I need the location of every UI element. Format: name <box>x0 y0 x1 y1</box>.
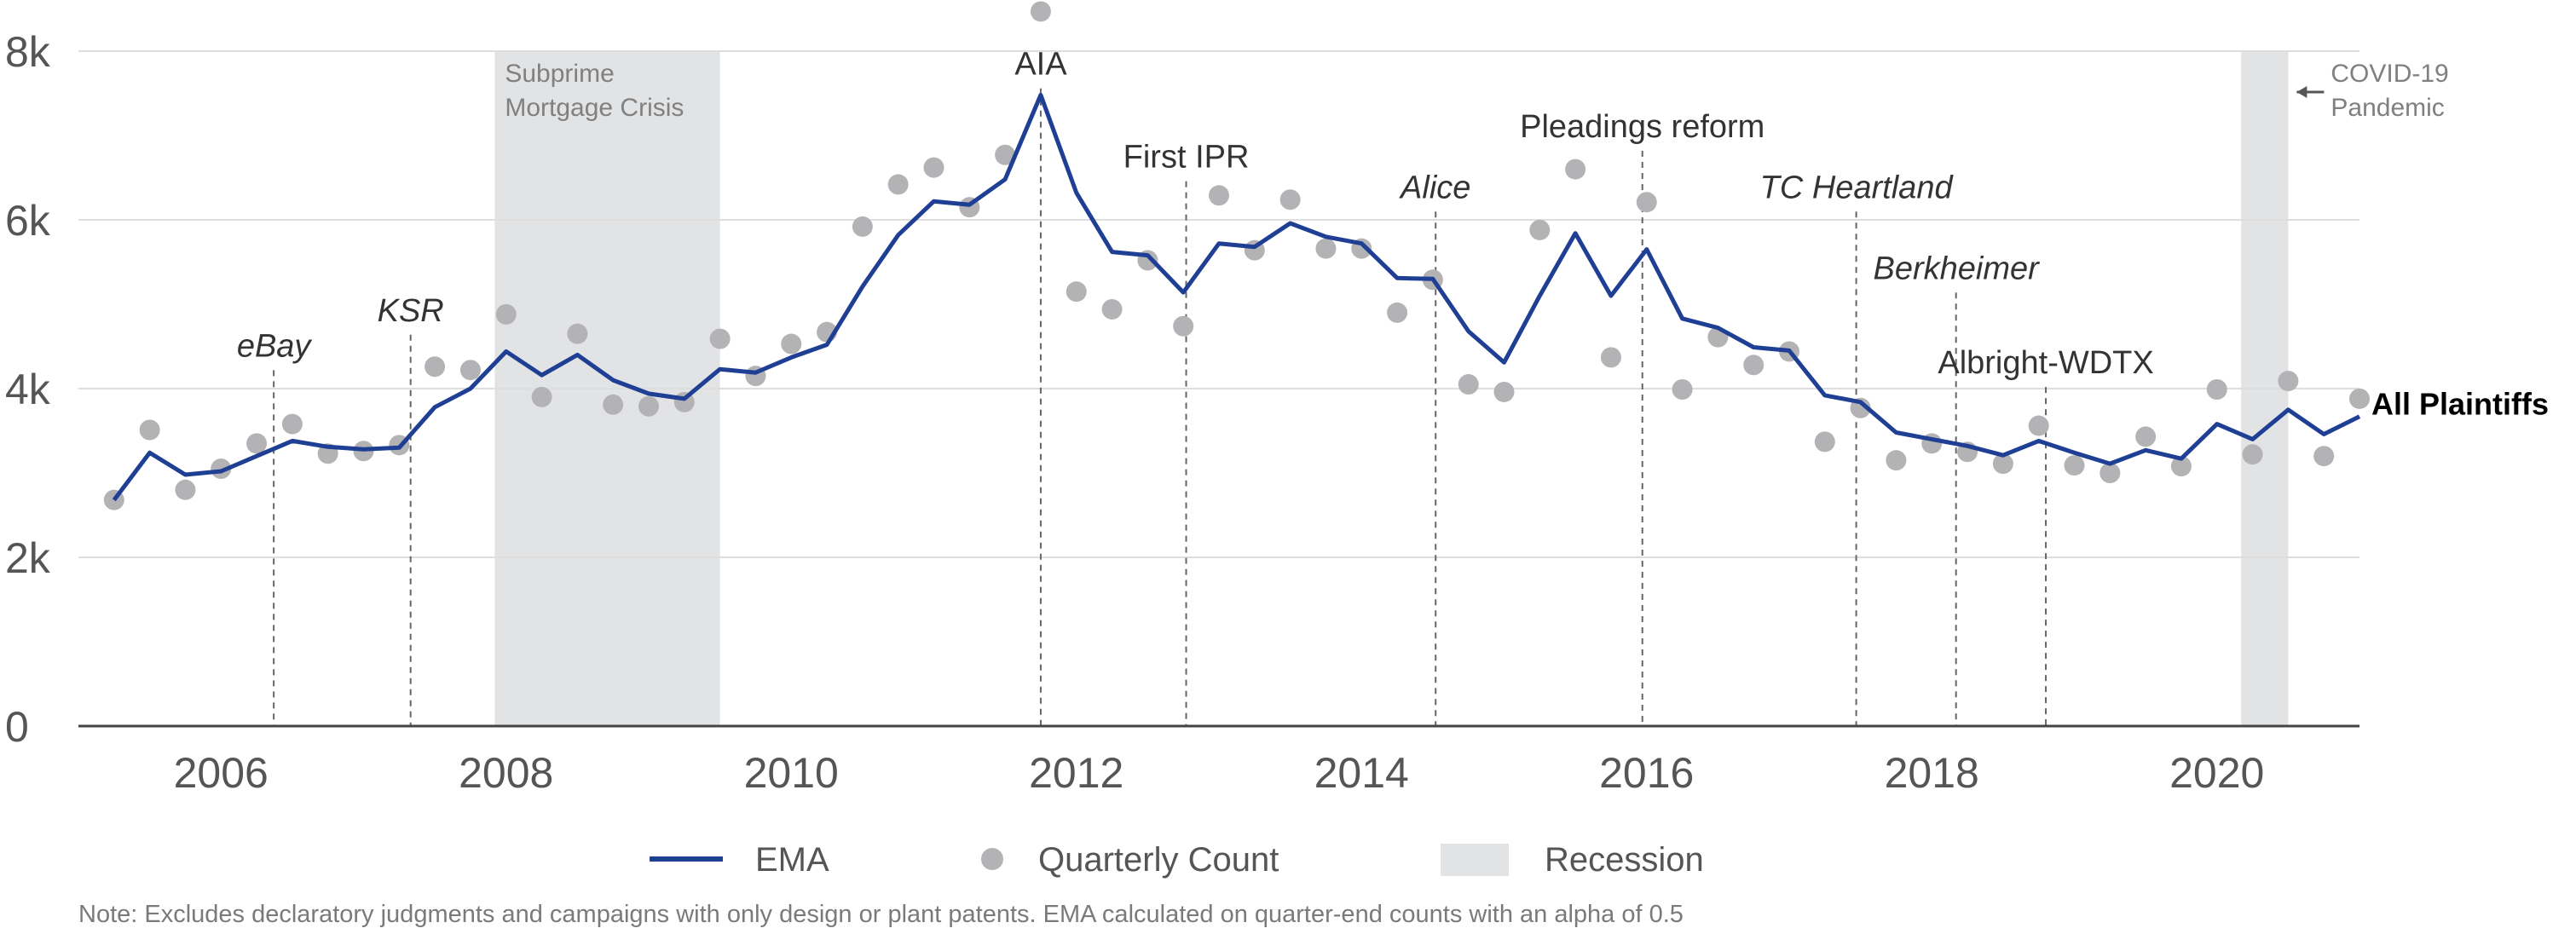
recession-label: COVID-19 <box>2331 60 2448 88</box>
axes: 0 2k 4k 6k 8k 2006 2008 2010 2012 2014 2016 2018 202… <box>5 28 2359 797</box>
quarterly-count-point <box>567 323 588 344</box>
quarterly-count-point <box>2064 455 2085 476</box>
quarterly-count-point <box>1279 189 1301 210</box>
event-label: TC Heartland <box>1760 170 1955 205</box>
quarterly-count-point <box>1173 315 1194 337</box>
quarterly-count-point <box>995 144 1016 165</box>
event-label: Pleadings reform <box>1520 109 1765 145</box>
quarterly-count-point <box>531 386 552 407</box>
quarterly-count-point <box>1387 302 1408 323</box>
quarterly-count-point <box>638 395 659 417</box>
quarterly-count-point <box>1565 159 1586 180</box>
y-tick-label: 4k <box>5 366 51 413</box>
quarterly-count-point <box>2242 444 2263 465</box>
quarterly-count-point <box>2099 463 2121 483</box>
ema-line-path <box>112 93 2361 502</box>
quarterly-count-point <box>1814 431 1835 453</box>
x-tick-label: 2006 <box>174 749 269 797</box>
quarterly-count-point <box>852 216 873 237</box>
quarterly-count-point <box>459 360 481 381</box>
y-tick-label: 6k <box>5 197 51 245</box>
y-tick-label: 2k <box>5 534 51 582</box>
quarterly-count-point <box>1030 1 1051 22</box>
legend-recession-swatch <box>1441 844 1509 876</box>
quarterly-count-point <box>603 394 624 415</box>
y-tick-label: 0 <box>5 703 29 751</box>
legend: EMA Quarterly Count Recession <box>650 841 1704 879</box>
event-label: First IPR <box>1123 140 1250 176</box>
quarterly-count-point <box>1672 378 1693 400</box>
event-label: eBay <box>237 328 313 364</box>
y-tick-label: 8k <box>5 28 51 76</box>
legend-recession-label: Recession <box>1545 841 1704 879</box>
x-tick-label: 2008 <box>459 749 553 797</box>
event-label: Alice <box>1399 170 1470 205</box>
event-label: Albright-WDTX <box>1938 345 2153 381</box>
quarterly-count-point <box>709 328 731 349</box>
quarterly-count-point <box>1315 238 1337 259</box>
recession-label: Pandemic <box>2331 94 2444 122</box>
quarterly-count-point <box>1743 355 1765 376</box>
quarterly-count-point <box>2313 446 2335 467</box>
quarterly-count-point <box>2349 388 2370 409</box>
quarterly-count-point <box>139 419 160 441</box>
ema-line <box>112 93 2361 502</box>
quarterly-count-point <box>1209 185 1229 206</box>
quarterly-count-point <box>887 174 909 195</box>
quarterly-count-point <box>1066 281 1087 303</box>
quarterly-count-point <box>1529 219 1551 240</box>
x-tick-label: 2020 <box>2169 749 2264 797</box>
quarterly-count-point <box>781 333 802 355</box>
quarterly-count-point <box>1600 347 1621 368</box>
quarterly-count-point <box>2135 426 2157 447</box>
quarterly-count-point <box>2170 456 2192 477</box>
quarterly-count-point <box>2278 371 2299 392</box>
legend-count-label: Quarterly Count <box>1038 841 1279 879</box>
quarterly-count-point <box>425 356 446 378</box>
quarterly-count-point <box>246 433 268 454</box>
quarterly-count-point <box>1886 450 1907 471</box>
recession-label: Mortgage Crisis <box>505 94 684 122</box>
series-end-label: All Plaintiffs <box>2371 387 2549 422</box>
quarterly-count-point <box>1458 374 1479 395</box>
x-tick-label: 2016 <box>1599 749 1694 797</box>
quarterly-count-point <box>2206 378 2227 400</box>
event-label: AIA <box>1014 47 1067 83</box>
quarterly-count-point <box>175 479 196 500</box>
event-label: KSR <box>378 293 444 329</box>
gridlines <box>78 50 2359 558</box>
annotations: Subprime Mortgage Crisis COVID-19 Pandemic e… <box>237 47 2549 422</box>
x-tick-label: 2012 <box>1029 749 1123 797</box>
quarterly-count-point <box>923 157 944 178</box>
x-tick-label: 2010 <box>744 749 839 797</box>
covid-arrow-head <box>2296 86 2307 98</box>
legend-count-swatch <box>981 848 1003 870</box>
quarterly-count-point <box>281 413 303 435</box>
quarterly-count-point <box>1493 381 1515 402</box>
quarterly-count-point <box>495 303 517 325</box>
event-label: Berkheimer <box>1874 251 2041 286</box>
x-tick-label: 2018 <box>1885 749 1979 797</box>
footnote: Note: Excludes declaratory judgments and… <box>78 901 1684 928</box>
quarterly-count-point <box>1101 298 1123 320</box>
recession-label: Subprime <box>505 60 614 88</box>
quarterly-count-point <box>1636 192 1657 213</box>
quarterly-count-point <box>1992 453 2013 475</box>
quarterly-count-point <box>2028 415 2049 436</box>
x-tick-label: 2014 <box>1314 749 1409 797</box>
legend-ema-label: EMA <box>755 841 829 879</box>
